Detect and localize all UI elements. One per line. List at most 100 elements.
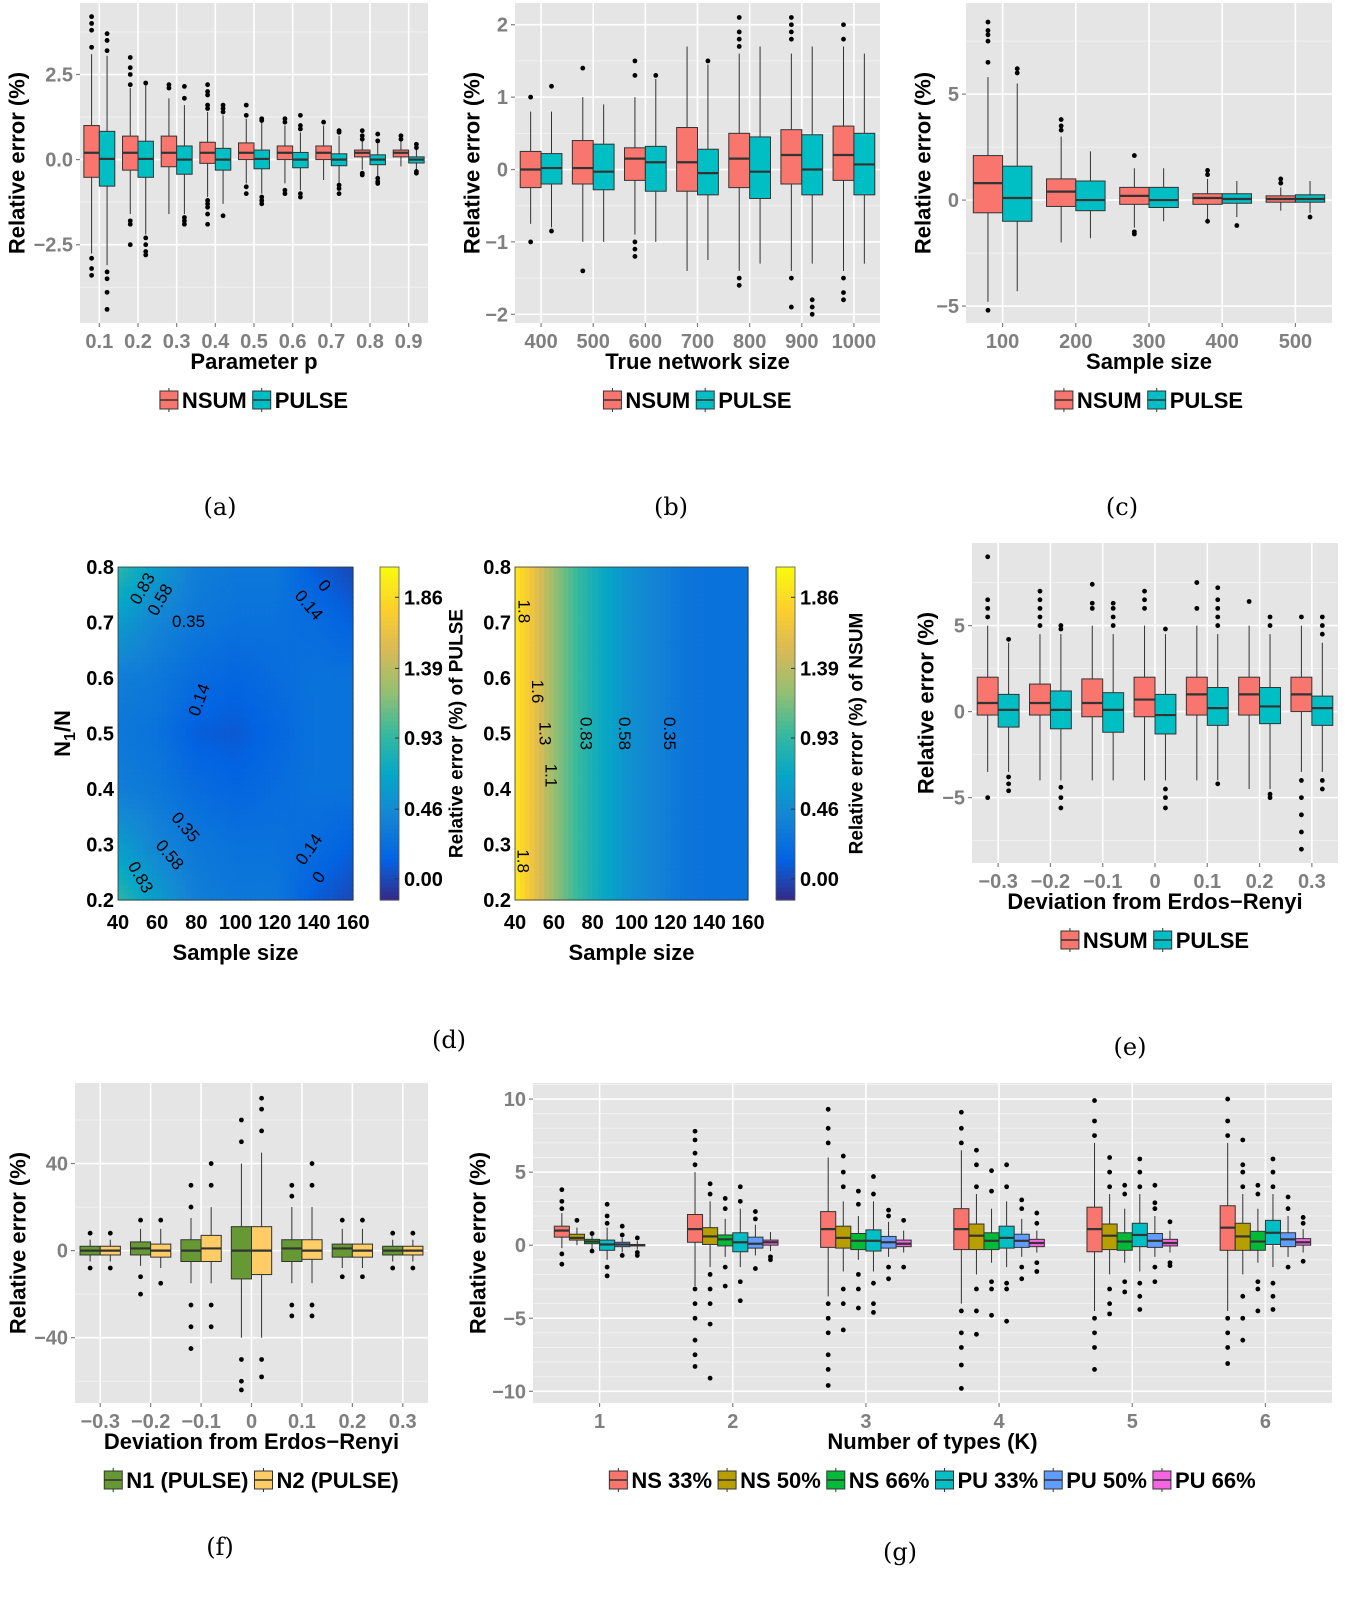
heatmap-cell [587, 834, 594, 841]
heatmap-cell [318, 804, 325, 810]
heatmap-cell [299, 607, 305, 614]
heatmap-cell [225, 884, 232, 891]
heatmap-cell [157, 814, 163, 820]
heatmap-cell [592, 854, 599, 861]
heatmap-cell [215, 758, 222, 765]
heatmap-cell [225, 814, 232, 820]
heatmap-cell [186, 894, 193, 901]
heatmap-cell [548, 632, 555, 639]
heatmap-cell [235, 637, 241, 644]
heatmap-cell [294, 748, 300, 755]
heatmap-cell [142, 748, 148, 755]
outlier-point [414, 170, 419, 176]
heatmap-cell [166, 637, 173, 644]
heatmap-cell [245, 884, 251, 891]
heatmap-cell [568, 728, 574, 735]
heatmap-cell [255, 662, 261, 669]
heatmap-cell [196, 693, 202, 699]
heatmap-cell [127, 829, 134, 836]
colorbar-segment [380, 654, 399, 660]
heatmap-cell [558, 627, 565, 634]
heatmap-cell [225, 652, 232, 659]
heatmap-cell [313, 763, 320, 770]
heatmap-cell [338, 718, 344, 725]
heatmap-cell [573, 617, 579, 624]
heatmap-cell [250, 622, 256, 629]
heatmap-cell [289, 894, 295, 901]
box-nsum-100 [972, 19, 1004, 313]
heatmap-cell [519, 864, 526, 871]
heatmap-cell [279, 748, 286, 755]
outlier-point [736, 36, 742, 42]
heatmap-cell [568, 577, 574, 583]
heatmap-cell [582, 698, 589, 704]
heatmap-cell [534, 627, 540, 634]
heatmap-cell [558, 622, 565, 629]
heatmap-cell [328, 824, 335, 830]
heatmap-cell [338, 894, 344, 901]
heatmap-cell [568, 612, 574, 619]
heatmap-cell [166, 854, 173, 861]
heatmap-cell [539, 809, 545, 815]
heatmap-cell [166, 567, 173, 573]
heatmap-cell [553, 723, 560, 730]
heatmap-cell [582, 612, 589, 619]
heatmap-cell [127, 693, 134, 699]
heatmap-cell [230, 587, 237, 593]
heatmap-cell [132, 844, 139, 851]
heatmap-cell [127, 718, 134, 725]
y-tick-label: 1 [497, 87, 508, 109]
heatmap-cell [343, 672, 349, 679]
heatmap-cell [279, 723, 286, 730]
heatmap-cell [157, 874, 163, 881]
heatmap-cell [215, 622, 222, 629]
heatmap-cell [313, 597, 320, 603]
heatmap-cell [191, 794, 197, 800]
heatmap-cell [289, 849, 295, 856]
heatmap-cell [206, 738, 212, 745]
heatmap-cell [592, 703, 599, 709]
heatmap-cell [553, 572, 560, 578]
heatmap-cell [240, 773, 246, 780]
heatmap-cell [225, 693, 232, 699]
heatmap-cell [152, 637, 158, 644]
colorbar-segment [380, 725, 399, 730]
heatmap-cell [122, 804, 129, 810]
heatmap-cell [573, 612, 579, 619]
heatmap-cell [157, 662, 163, 669]
heatmap-cell [318, 642, 325, 649]
heatmap-cell [587, 839, 594, 846]
heatmap-cell [269, 804, 276, 810]
heatmap-cell [534, 587, 540, 593]
heatmap-cell [211, 834, 217, 841]
heatmap-cell [245, 667, 251, 674]
heatmap-cell [578, 622, 584, 629]
heatmap-cell [211, 718, 217, 725]
y-tick-label: 0.3 [86, 835, 114, 857]
heatmap-cell [294, 768, 300, 775]
heatmap-cell [118, 753, 124, 760]
heatmap-cell [220, 693, 227, 699]
heatmap-cell [245, 647, 251, 654]
colorbar-segment [380, 833, 399, 839]
heatmap-cell [225, 824, 232, 830]
heatmap-cell [230, 622, 237, 629]
heatmap-cell [264, 884, 271, 891]
heatmap-cell [318, 713, 325, 719]
heatmap-cell [333, 849, 339, 856]
heatmap-cell [548, 642, 555, 649]
heatmap-cell [235, 688, 241, 694]
heatmap-cell [230, 894, 237, 901]
heatmap-cell [118, 577, 124, 583]
heatmap-cell [343, 678, 349, 684]
heatmap-cell [343, 884, 349, 891]
heatmap-cell [602, 587, 608, 593]
heatmap-cell [118, 854, 124, 861]
heatmap-cell [142, 884, 148, 891]
heatmap-cell [313, 582, 320, 588]
heatmap-cell [191, 778, 197, 785]
heatmap-cell [142, 667, 148, 674]
heatmap-cell [333, 778, 339, 785]
heatmap-cell [289, 607, 295, 614]
heatmap-cell [343, 758, 349, 765]
